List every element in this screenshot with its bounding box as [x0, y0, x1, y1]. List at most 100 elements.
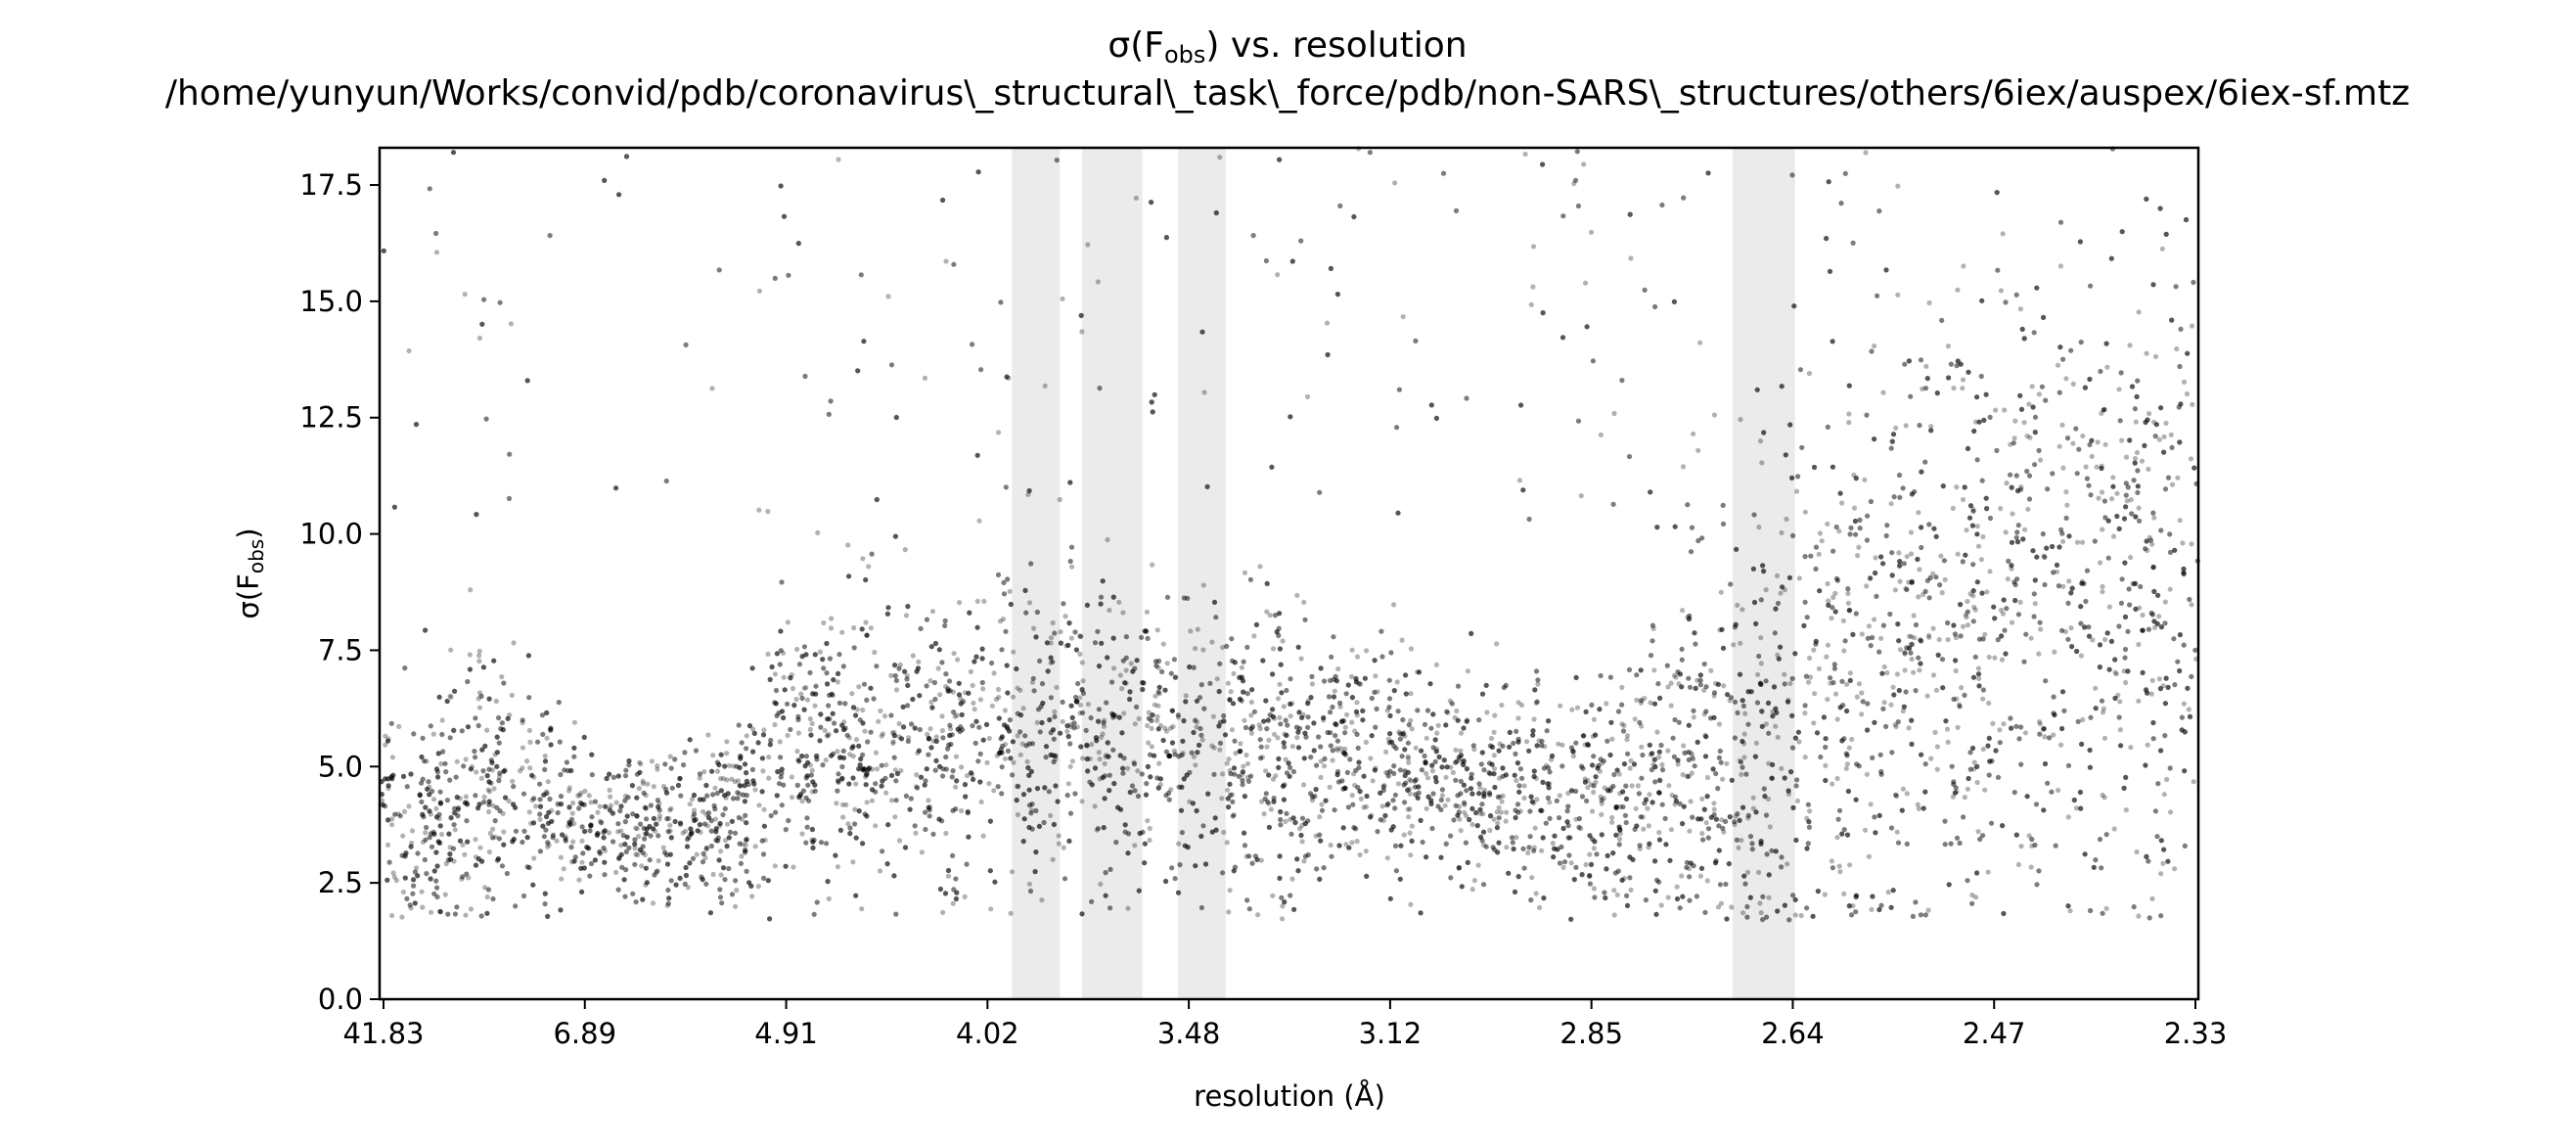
data-point	[409, 828, 416, 834]
data-point	[1737, 817, 1742, 824]
data-point	[1806, 655, 1813, 662]
data-point	[955, 657, 961, 663]
data-point	[902, 668, 908, 674]
data-point	[953, 754, 960, 759]
data-point	[1582, 280, 1589, 286]
data-point	[1407, 791, 1413, 797]
data-point	[822, 727, 828, 734]
data-point	[795, 795, 801, 801]
data-point	[1346, 845, 1352, 850]
data-point	[1608, 719, 1614, 725]
data-point	[2036, 391, 2042, 397]
data-point	[996, 694, 1002, 701]
data-point	[905, 682, 911, 689]
data-point	[1495, 820, 1501, 826]
data-point	[2001, 597, 2007, 603]
data-point	[459, 876, 465, 882]
data-point	[1096, 718, 1102, 724]
data-point	[1255, 912, 1261, 918]
data-point	[861, 339, 867, 344]
data-point	[2190, 401, 2195, 407]
data-point	[1679, 873, 1685, 879]
data-point	[1240, 769, 1245, 775]
data-point	[1408, 691, 1414, 697]
data-point	[738, 783, 744, 789]
data-point	[1826, 602, 1831, 609]
data-point	[1132, 843, 1138, 848]
data-point	[892, 533, 899, 539]
data-point	[1930, 625, 1936, 631]
data-point	[1739, 838, 1744, 844]
data-point	[2030, 548, 2036, 554]
data-point	[1906, 725, 1912, 731]
data-point	[2182, 768, 2188, 774]
data-point	[1117, 806, 1124, 812]
data-point	[1481, 787, 1487, 794]
data-point	[642, 851, 648, 858]
data-point	[840, 814, 846, 820]
data-point	[1583, 709, 1589, 715]
data-point	[721, 776, 727, 782]
data-point	[2065, 814, 2071, 820]
data-point	[1917, 567, 1922, 573]
data-point	[1304, 393, 1311, 399]
data-point	[2041, 553, 2047, 559]
data-point	[765, 509, 771, 515]
data-point	[572, 854, 579, 860]
data-point	[1558, 703, 1563, 709]
data-point	[527, 739, 533, 746]
data-point	[1878, 554, 1884, 560]
data-point	[856, 743, 862, 749]
data-point	[1061, 845, 1066, 850]
data-point	[1922, 789, 1928, 795]
data-point	[1980, 746, 1986, 753]
ice-ring-band-3	[1177, 148, 1226, 999]
data-point	[529, 772, 535, 778]
data-point	[884, 611, 891, 617]
data-point	[490, 802, 496, 808]
data-point	[1928, 428, 1934, 434]
data-point	[724, 821, 731, 827]
data-point	[1841, 891, 1847, 896]
data-point	[790, 685, 796, 692]
data-point	[1496, 748, 1502, 754]
data-point	[1471, 747, 1477, 753]
data-point	[2165, 858, 2171, 864]
data-point	[1721, 683, 1727, 689]
data-point	[1295, 729, 1301, 735]
data-point	[1585, 742, 1591, 748]
data-point	[1591, 846, 1597, 851]
data-point	[438, 760, 444, 767]
data-point	[781, 674, 787, 680]
data-point	[1024, 758, 1030, 764]
data-point	[1804, 815, 1810, 821]
data-point	[652, 828, 658, 834]
data-point	[1105, 740, 1110, 746]
data-point	[801, 685, 807, 691]
data-point	[1257, 726, 1263, 732]
data-point	[542, 891, 548, 896]
data-point	[1666, 783, 1672, 789]
data-point	[1598, 432, 1604, 437]
data-point	[712, 816, 718, 822]
data-point	[1025, 764, 1031, 771]
data-point	[500, 810, 506, 816]
data-point	[1741, 741, 1747, 747]
data-point	[1402, 733, 1408, 739]
data-point	[2164, 776, 2170, 783]
data-point	[1761, 569, 1767, 574]
data-point	[1465, 717, 1470, 723]
data-point	[1352, 728, 1358, 734]
data-point	[1729, 904, 1735, 910]
data-point	[1883, 267, 1889, 273]
data-point	[1288, 414, 1293, 420]
data-point	[667, 851, 673, 857]
data-point	[2132, 456, 2139, 462]
data-point	[1970, 593, 1976, 599]
data-point	[1897, 559, 1903, 565]
data-point	[2148, 691, 2154, 697]
data-point	[667, 822, 673, 828]
data-point	[2143, 419, 2148, 426]
data-point	[1227, 697, 1233, 703]
data-point	[1274, 629, 1280, 635]
